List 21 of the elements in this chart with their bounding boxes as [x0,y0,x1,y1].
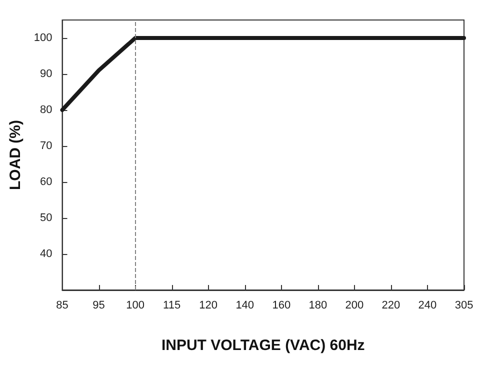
y-tick-label: 90 [40,68,52,80]
x-tick-label: 160 [272,300,291,312]
x-tick-label: 220 [382,300,400,312]
y-axis-title: LOAD (%) [7,120,24,190]
x-tick-label: 120 [199,300,218,312]
x-tick-label: 200 [345,300,364,312]
x-tick-label: 240 [418,300,437,312]
x-tick-label: 95 [92,300,105,312]
x-tick-label: 305 [454,300,474,312]
y-tick-label: 80 [40,104,52,116]
x-tick-label: 140 [236,300,254,312]
x-tick-label: 85 [56,300,68,312]
y-tick-label: 50 [40,212,52,224]
y-tick-label: 70 [40,140,52,152]
x-tick-label: 115 [163,300,181,312]
y-tick-label: 40 [40,248,52,260]
x-tick-label: 180 [308,300,328,312]
y-tick-label: 100 [34,32,52,44]
y-tick-label: 60 [40,176,52,188]
x-tick-label: 100 [126,300,144,312]
x-axis-title: INPUT VOLTAGE (VAC) 60Hz [161,337,365,354]
